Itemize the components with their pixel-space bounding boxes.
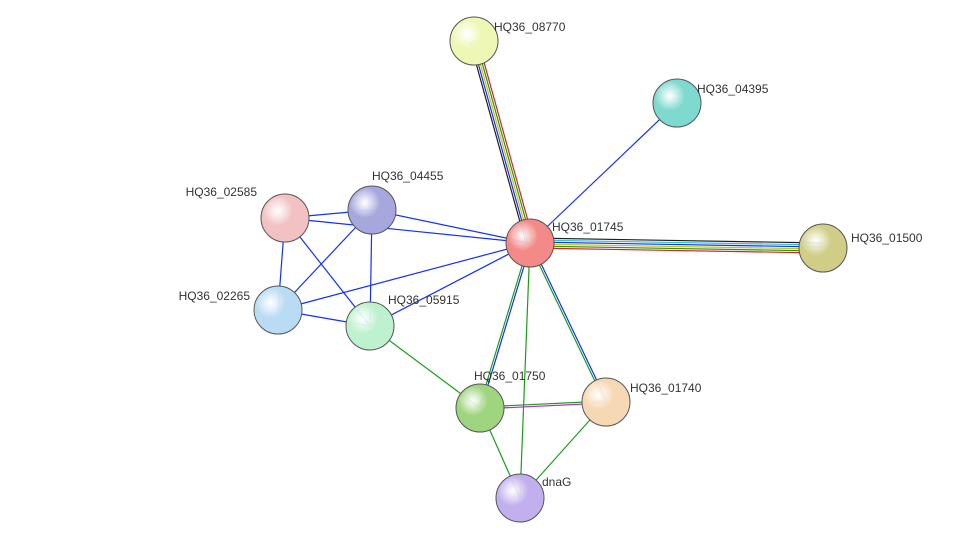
- edge: [370, 243, 530, 326]
- node-circle[interactable]: [799, 224, 847, 272]
- node-label: dnaG: [542, 475, 571, 489]
- node-label: HQ36_02265: [179, 289, 251, 303]
- node-circle[interactable]: [582, 378, 630, 426]
- network-node[interactable]: HQ36_02265: [179, 286, 302, 334]
- node-label: HQ36_08770: [494, 20, 566, 34]
- edge: [476, 40, 532, 242]
- network-node[interactable]: HQ36_01750: [456, 369, 546, 432]
- network-node[interactable]: HQ36_04455: [348, 169, 444, 234]
- edge: [474, 41, 530, 243]
- node-circle[interactable]: [653, 79, 701, 127]
- network-node[interactable]: dnaG: [496, 474, 571, 522]
- edge: [472, 42, 528, 244]
- nodes-layer: HQ36_08770 HQ36_04395 HQ36_01500 HQ36_01745…: [179, 17, 923, 522]
- node-label: HQ36_05915: [388, 293, 460, 307]
- node-circle[interactable]: [450, 17, 498, 65]
- node-label: HQ36_01750: [474, 369, 546, 383]
- node-label: HQ36_01500: [851, 231, 923, 245]
- network-node[interactable]: HQ36_05915: [346, 293, 460, 350]
- node-label: HQ36_02585: [186, 185, 258, 199]
- edge: [481, 243, 531, 408]
- node-circle[interactable]: [496, 474, 544, 522]
- network-node[interactable]: HQ36_04395: [653, 79, 769, 127]
- node-circle[interactable]: [254, 286, 302, 334]
- node-label: HQ36_01740: [630, 381, 702, 395]
- node-label: HQ36_04455: [372, 169, 444, 183]
- node-circle[interactable]: [346, 302, 394, 350]
- network-node[interactable]: HQ36_01740: [582, 378, 702, 426]
- node-circle[interactable]: [261, 194, 309, 242]
- node-circle[interactable]: [456, 384, 504, 432]
- edge: [470, 42, 526, 244]
- network-node[interactable]: HQ36_08770: [450, 17, 566, 65]
- edges-layer: [278, 40, 823, 498]
- node-label: HQ36_01745: [552, 220, 624, 234]
- edge: [478, 40, 534, 242]
- network-node[interactable]: HQ36_01500: [799, 224, 923, 272]
- edge: [285, 218, 530, 243]
- node-circle[interactable]: [506, 219, 554, 267]
- network-node[interactable]: HQ36_02585: [186, 185, 309, 242]
- node-label: HQ36_04395: [697, 82, 769, 96]
- node-circle[interactable]: [348, 186, 396, 234]
- network-diagram: HQ36_08770 HQ36_04395 HQ36_01500 HQ36_01745…: [0, 0, 975, 542]
